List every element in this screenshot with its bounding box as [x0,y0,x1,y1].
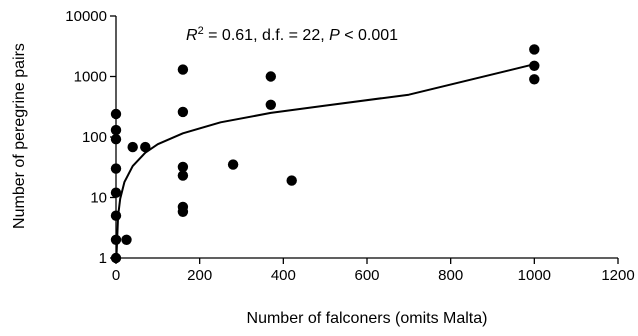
data-point [110,252,122,264]
data-point [529,60,540,71]
data-point [110,124,122,136]
data-point [227,159,239,170]
data-point [177,170,189,181]
data-point [121,234,132,245]
data-point [177,206,189,217]
points-layer [110,44,540,264]
data-point [110,163,122,174]
tick-labels-layer: 1 10 100 1000 10000 0 200 400 600 800 1000 1200 [65,8,634,284]
p-value: < 0.001 [340,27,398,44]
data-point [110,234,122,245]
data-point [177,106,189,118]
r-squared-symbol: R [186,27,198,44]
data-point [110,134,122,145]
y-tick-label: 1 [99,250,107,267]
y-tick-label: 1000 [74,69,107,86]
data-point [140,141,151,153]
data-point [529,44,540,55]
data-point [529,74,540,85]
y-tick-label: 100 [82,129,107,146]
data-point [265,99,276,111]
x-tick-label: 1200 [601,267,634,284]
x-axis-title: Number of falconers (omits Malta) [247,310,488,327]
x-tick-label: 0 [112,267,120,284]
y-axis-title: Number of peregrine pairs [11,43,28,229]
fit-curve-layer [115,63,535,259]
axes [110,15,619,264]
x-tick-label: 400 [271,267,296,284]
data-point [127,141,138,153]
data-point [286,175,297,186]
x-tick-label: 200 [187,267,212,284]
p-symbol: P [329,27,340,44]
data-point [110,187,122,198]
x-tick-label: 800 [438,267,463,284]
r-squared-exponent: 2 [198,25,204,37]
x-tick-label: 600 [354,267,379,284]
data-point [110,210,122,221]
data-point [177,64,189,75]
fit-statistics-annotation: R2 = 0.61, d.f. = 22, P < 0.001 [186,25,398,44]
data-point [177,161,189,173]
fit-curve [115,63,535,259]
y-tick-label: 10000 [65,8,107,25]
data-point [265,71,276,82]
y-tick-label: 10 [90,190,107,207]
data-point [110,108,122,120]
r-squared-value: = 0.61, d.f. = 22, [204,27,329,44]
x-tick-label: 1000 [518,267,551,284]
